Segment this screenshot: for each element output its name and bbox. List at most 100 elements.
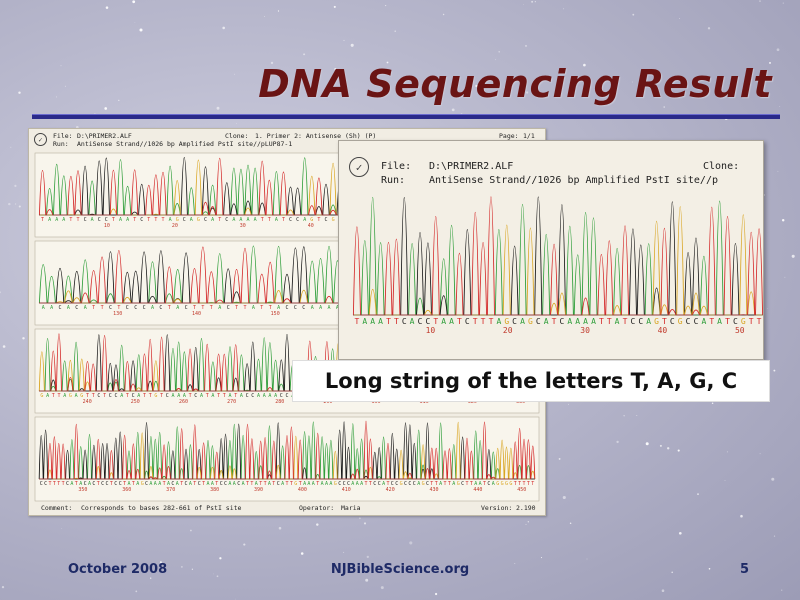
base-call: A <box>417 481 420 487</box>
base-call: A <box>254 217 257 223</box>
base-call: A <box>321 481 324 487</box>
clone-value: 1. Primer 2: Antisense (Sh) (P) <box>255 132 377 140</box>
base-call: T <box>481 317 486 326</box>
base-call: C <box>536 317 541 326</box>
base-call: T <box>210 305 213 311</box>
base-call: A <box>378 317 383 326</box>
title-divider <box>32 114 780 119</box>
position-tick: 10 <box>104 223 110 229</box>
star <box>583 63 586 67</box>
star <box>213 573 214 575</box>
star <box>679 18 681 20</box>
base-call: T <box>234 393 237 399</box>
base-call: C <box>114 393 117 399</box>
base-call: T <box>149 393 152 399</box>
base-call: C <box>733 317 738 326</box>
base-call: C <box>132 393 135 399</box>
base-call: A <box>311 305 314 311</box>
base-call: A <box>50 305 53 311</box>
base-call: A <box>67 305 70 311</box>
sequencer-logo-icon: ✓ <box>34 133 47 146</box>
base-call: A <box>303 481 306 487</box>
base-call: T <box>189 393 192 399</box>
base-call: T <box>180 481 183 487</box>
base-call: G <box>69 393 72 399</box>
base-call: G <box>678 317 683 326</box>
base-call: A <box>329 481 332 487</box>
star <box>707 27 711 30</box>
base-call: C <box>694 317 699 326</box>
base-call: C <box>114 481 117 487</box>
position-tick: 270 <box>227 399 236 405</box>
base-call: A <box>190 217 193 223</box>
base-call: A <box>176 305 179 311</box>
star <box>697 493 699 495</box>
file-label: File: <box>53 132 73 140</box>
base-call: A <box>474 481 477 487</box>
star <box>791 254 795 258</box>
star <box>525 91 529 94</box>
base-call: C <box>198 481 201 487</box>
base-call: T <box>259 481 262 487</box>
base-call: A <box>277 305 280 311</box>
base-call: T <box>103 393 106 399</box>
base-call: T <box>435 481 438 487</box>
star <box>514 563 516 564</box>
star <box>616 440 619 444</box>
star <box>135 590 138 593</box>
base-call: T <box>243 305 246 311</box>
base-call: A <box>717 317 722 326</box>
base-call: A <box>410 317 415 326</box>
base-call: T <box>386 317 391 326</box>
star <box>442 13 445 16</box>
base-call: A <box>151 305 154 311</box>
base-call: T <box>132 481 135 487</box>
base-call: A <box>183 393 186 399</box>
base-call: A <box>701 317 706 326</box>
star <box>771 477 775 481</box>
base-call: C <box>105 481 108 487</box>
base-call: C <box>44 481 47 487</box>
base-call: C <box>143 305 146 311</box>
star <box>2 345 6 348</box>
base-call: A <box>281 481 284 487</box>
base-call: C <box>194 393 197 399</box>
star <box>495 59 497 61</box>
base-call: A <box>154 481 157 487</box>
star <box>139 28 143 32</box>
star <box>10 146 12 148</box>
star <box>495 85 496 86</box>
base-call: T <box>163 481 166 487</box>
star <box>385 5 387 7</box>
base-call: A <box>544 317 549 326</box>
star <box>523 4 524 5</box>
base-call: T <box>161 217 164 223</box>
version-label: Version: <box>481 504 513 512</box>
base-call: C <box>487 481 490 487</box>
star <box>527 521 529 523</box>
base-call: C <box>237 481 240 487</box>
base-call: A <box>200 393 203 399</box>
base-call: A <box>228 481 231 487</box>
base-call: A <box>370 317 375 326</box>
star <box>781 589 783 591</box>
base-call: T <box>112 217 115 223</box>
file-value: D:\PRIMER2.ALF <box>77 132 132 140</box>
star <box>568 403 569 405</box>
base-call: G <box>197 217 200 223</box>
base-call: G <box>40 393 43 399</box>
base-call: G <box>154 393 157 399</box>
star <box>632 13 635 16</box>
slide-title: DNA Sequencing Result <box>258 62 772 106</box>
base-call: T <box>217 393 220 399</box>
position-tick: 150 <box>271 311 280 317</box>
base-call: C <box>184 481 187 487</box>
base-call: A <box>136 481 139 487</box>
base-call: T <box>206 393 209 399</box>
base-call: T <box>168 305 171 311</box>
star <box>0 291 1 294</box>
position-tick: 400 <box>298 487 307 493</box>
base-call: C <box>183 217 186 223</box>
base-call: A <box>46 393 49 399</box>
